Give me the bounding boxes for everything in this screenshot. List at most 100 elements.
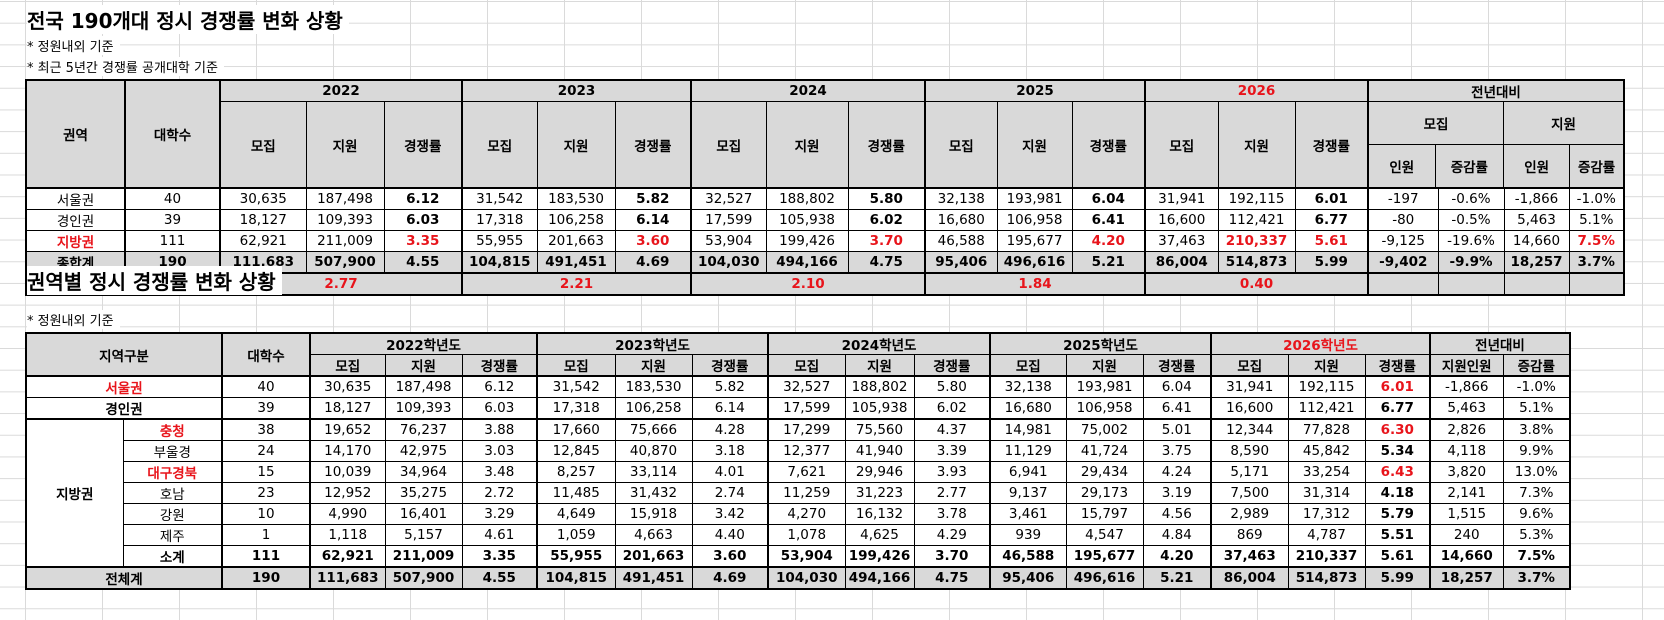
recruit-cell: 16,600 <box>1210 397 1289 420</box>
apply-cell: 16,132 <box>844 503 915 525</box>
recruit-cell: 111,683 <box>309 566 386 590</box>
header-year-2026: 2026 <box>1144 79 1369 102</box>
recruit-cell: 53,904 <box>767 545 846 568</box>
sub-recruit: 모집 <box>767 354 846 377</box>
yoy-sub-rate: 증감률 <box>1569 144 1623 187</box>
table-row-seoul: 서울권 40 30,635 187,498 6.12 31,542 183,53… <box>25 375 1571 398</box>
recruit-cell: 31,542 <box>461 187 538 210</box>
rate-cell: 6.02 <box>913 397 991 420</box>
recruit-cell: 1,059 <box>536 524 616 546</box>
apply-cell: 210,337 <box>1217 230 1296 252</box>
yoy-sub-apply-count: 지원인원 <box>1429 354 1504 377</box>
recruit-cell: 31,941 <box>1144 187 1219 210</box>
sub-apply: 지원 <box>614 354 693 377</box>
apply-cell: 105,938 <box>844 397 915 420</box>
apply-cell: 76,237 <box>384 418 463 441</box>
sub-apply: 지원 <box>844 354 915 377</box>
recruit-cell: 2,989 <box>1210 503 1289 525</box>
table-row-jeju: 제주 1 1,118 5,157 4.61 1,059 4,663 4.40 1… <box>26 524 1571 546</box>
rate-cell: 4.20 <box>1142 545 1212 568</box>
count-cell: 38 <box>221 418 311 441</box>
yoy-apply-count: 5,463 <box>1429 397 1504 420</box>
gap-value-2023: 2.21 <box>461 272 692 296</box>
rate-cell: 2.74 <box>691 482 769 504</box>
header-yoy: 전년대비 <box>1367 79 1625 102</box>
section1-title: 전국 190개대 정시 경쟁률 변화 상황 <box>27 5 349 34</box>
recruit-cell: 11,259 <box>767 482 846 504</box>
recruit-cell: 37,463 <box>1144 230 1219 252</box>
yoy-apply-count: 18,257 <box>1429 566 1504 590</box>
rate-cell: 5.21 <box>1071 251 1146 274</box>
empty-cell <box>1503 272 1570 296</box>
apply-cell: 75,666 <box>614 418 693 441</box>
header-region: 권역 <box>25 79 126 189</box>
recruit-cell: 30,635 <box>309 375 386 398</box>
recruit-cell: 16,600 <box>1144 209 1219 231</box>
sub-apply: 지원 <box>1217 101 1296 189</box>
recruit-cell: 17,660 <box>536 418 616 441</box>
section1-note-1: * 정원내외 기준 <box>27 36 120 55</box>
apply-cell: 15,797 <box>1065 503 1144 525</box>
yoy-recruit-count: -80 <box>1367 209 1439 231</box>
yoy-apply-rate: 5.1% <box>1502 397 1571 420</box>
apply-cell: 4,663 <box>614 524 693 546</box>
empty-cell <box>1437 272 1505 296</box>
yoy-apply-rate: -1.0% <box>1502 375 1571 398</box>
rate-cell: 6.14 <box>691 397 769 420</box>
apply-cell: 514,873 <box>1217 251 1296 274</box>
rate-cell: 6.01 <box>1364 375 1431 398</box>
sub-rate: 경쟁률 <box>383 101 463 189</box>
rate-cell: 4.55 <box>383 251 463 274</box>
yoy-apply-count: 14,660 <box>1429 545 1504 568</box>
apply-cell: 35,275 <box>384 482 463 504</box>
count-cell: 10 <box>221 503 311 525</box>
header-year-2025: 2025 <box>924 79 1146 102</box>
region-cell: 경인권 <box>25 397 223 420</box>
recruit-cell: 46,588 <box>989 545 1067 568</box>
yoy-group-recruit: 모집 <box>1369 102 1505 145</box>
recruit-cell: 939 <box>989 524 1067 546</box>
yoy-apply-rate: 7.5% <box>1568 230 1625 252</box>
rate-cell: 2.72 <box>461 482 538 504</box>
region-cell: 지방권 <box>25 230 126 252</box>
yoy-sub-rate: 증감률 <box>1502 354 1571 377</box>
rate-cell: 3.93 <box>913 461 991 483</box>
table-row-subtotal: 소계 111 62,921 211,009 3.35 55,955 201,66… <box>26 545 1571 568</box>
apply-cell: 15,918 <box>614 503 693 525</box>
yoy-sub-count: 인원 <box>1503 144 1571 187</box>
recruit-cell: 55,955 <box>461 230 538 252</box>
recruit-cell: 104,815 <box>536 566 616 590</box>
apply-cell: 5,157 <box>384 524 463 546</box>
count-cell: 1 <box>221 524 311 546</box>
count-cell: 24 <box>221 440 311 462</box>
header-year-2022: 2022학년도 <box>309 332 538 355</box>
apply-cell: 496,616 <box>996 251 1073 274</box>
yoy-recruit-rate: -0.5% <box>1437 209 1505 231</box>
count-cell: 39 <box>124 209 221 231</box>
recruit-cell: 16,680 <box>924 209 998 231</box>
sub-recruit: 모집 <box>1144 101 1219 189</box>
rate-cell: 4.75 <box>913 566 991 590</box>
yoy-apply-count: 3,820 <box>1429 461 1504 483</box>
table-row-gangwon: 강원 10 4,990 16,401 3.29 4,649 15,918 3.4… <box>26 503 1571 525</box>
apply-cell: 31,223 <box>844 482 915 504</box>
rate-cell: 6.02 <box>847 209 926 231</box>
rate-cell: 3.19 <box>1142 482 1212 504</box>
count-cell: 15 <box>221 461 311 483</box>
rate-cell: 6.77 <box>1364 397 1431 420</box>
recruit-cell: 18,127 <box>309 397 386 420</box>
apply-cell: 109,393 <box>305 209 385 231</box>
table-row-gyeongin: 경인권 39 18,127 109,393 6.03 17,318 106,25… <box>25 397 1571 420</box>
apply-cell: 507,900 <box>384 566 463 590</box>
yoy-recruit-count: -9,402 <box>1367 251 1439 274</box>
recruit-cell: 30,635 <box>219 187 307 210</box>
recruit-cell: 10,039 <box>309 461 386 483</box>
sub-recruit: 모집 <box>690 101 767 189</box>
rate-cell: 3.29 <box>461 503 538 525</box>
apply-cell: 183,530 <box>614 375 693 398</box>
apply-cell: 112,421 <box>1217 209 1296 231</box>
recruit-cell: 53,904 <box>690 230 767 252</box>
recruit-cell: 62,921 <box>309 545 386 568</box>
recruit-cell: 3,461 <box>989 503 1067 525</box>
apply-cell: 192,115 <box>1287 375 1366 398</box>
